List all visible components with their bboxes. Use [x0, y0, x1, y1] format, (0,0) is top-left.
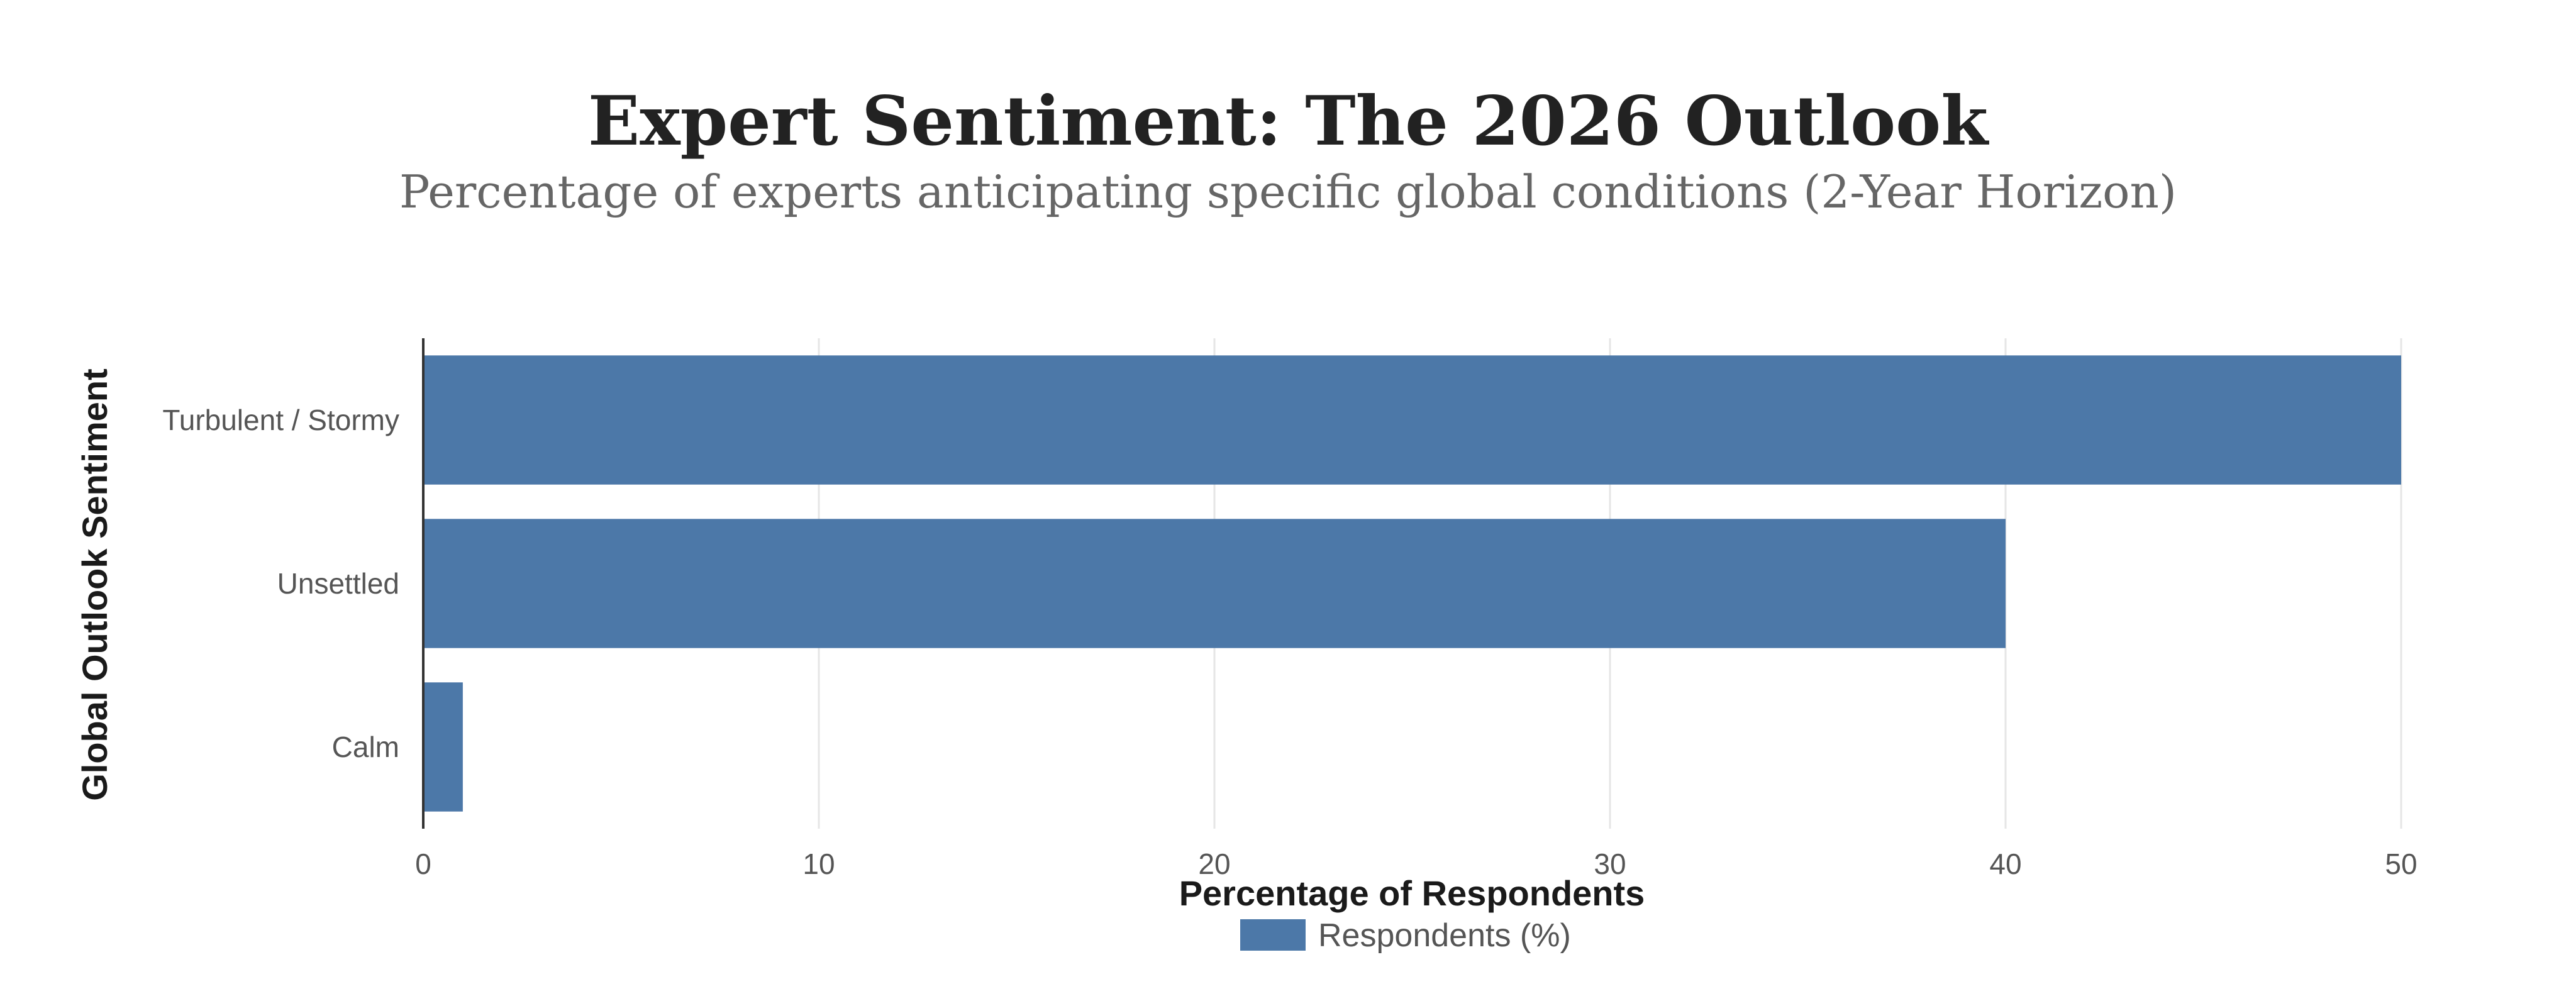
x-tick-label: 50 [2385, 848, 2417, 880]
bar-turbulent-stormy [423, 355, 2401, 485]
y-tick-label: Unsettled [277, 567, 399, 600]
tick-labels: 0 10 20 30 40 50 Turbulent / Stormy Unsettled Ca… [162, 404, 2417, 880]
y-tick-label: Turbulent / Stormy [162, 404, 399, 436]
x-axis-title: Percentage of Respondents [1179, 873, 1645, 913]
x-tick-label: 40 [1989, 848, 2021, 880]
y-axis-title: Global Outlook Sentiment [75, 368, 114, 801]
bars [423, 355, 2401, 812]
x-tick-label: 30 [1594, 848, 1626, 880]
y-tick-label: Calm [332, 731, 399, 763]
legend: Respondents (%) [1240, 917, 1571, 954]
bar-calm [423, 682, 463, 812]
x-tick-label: 20 [1198, 848, 1230, 880]
x-tick-label: 10 [802, 848, 835, 880]
legend-label: Respondents (%) [1318, 917, 1571, 954]
x-tick-label: 0 [415, 848, 431, 880]
chart-subtitle: Percentage of experts anticipating speci… [399, 165, 2177, 218]
chart-title: Expert Sentiment: The 2026 Outlook [588, 82, 1989, 161]
bar-unsettled [423, 519, 2006, 648]
legend-swatch [1240, 919, 1306, 951]
